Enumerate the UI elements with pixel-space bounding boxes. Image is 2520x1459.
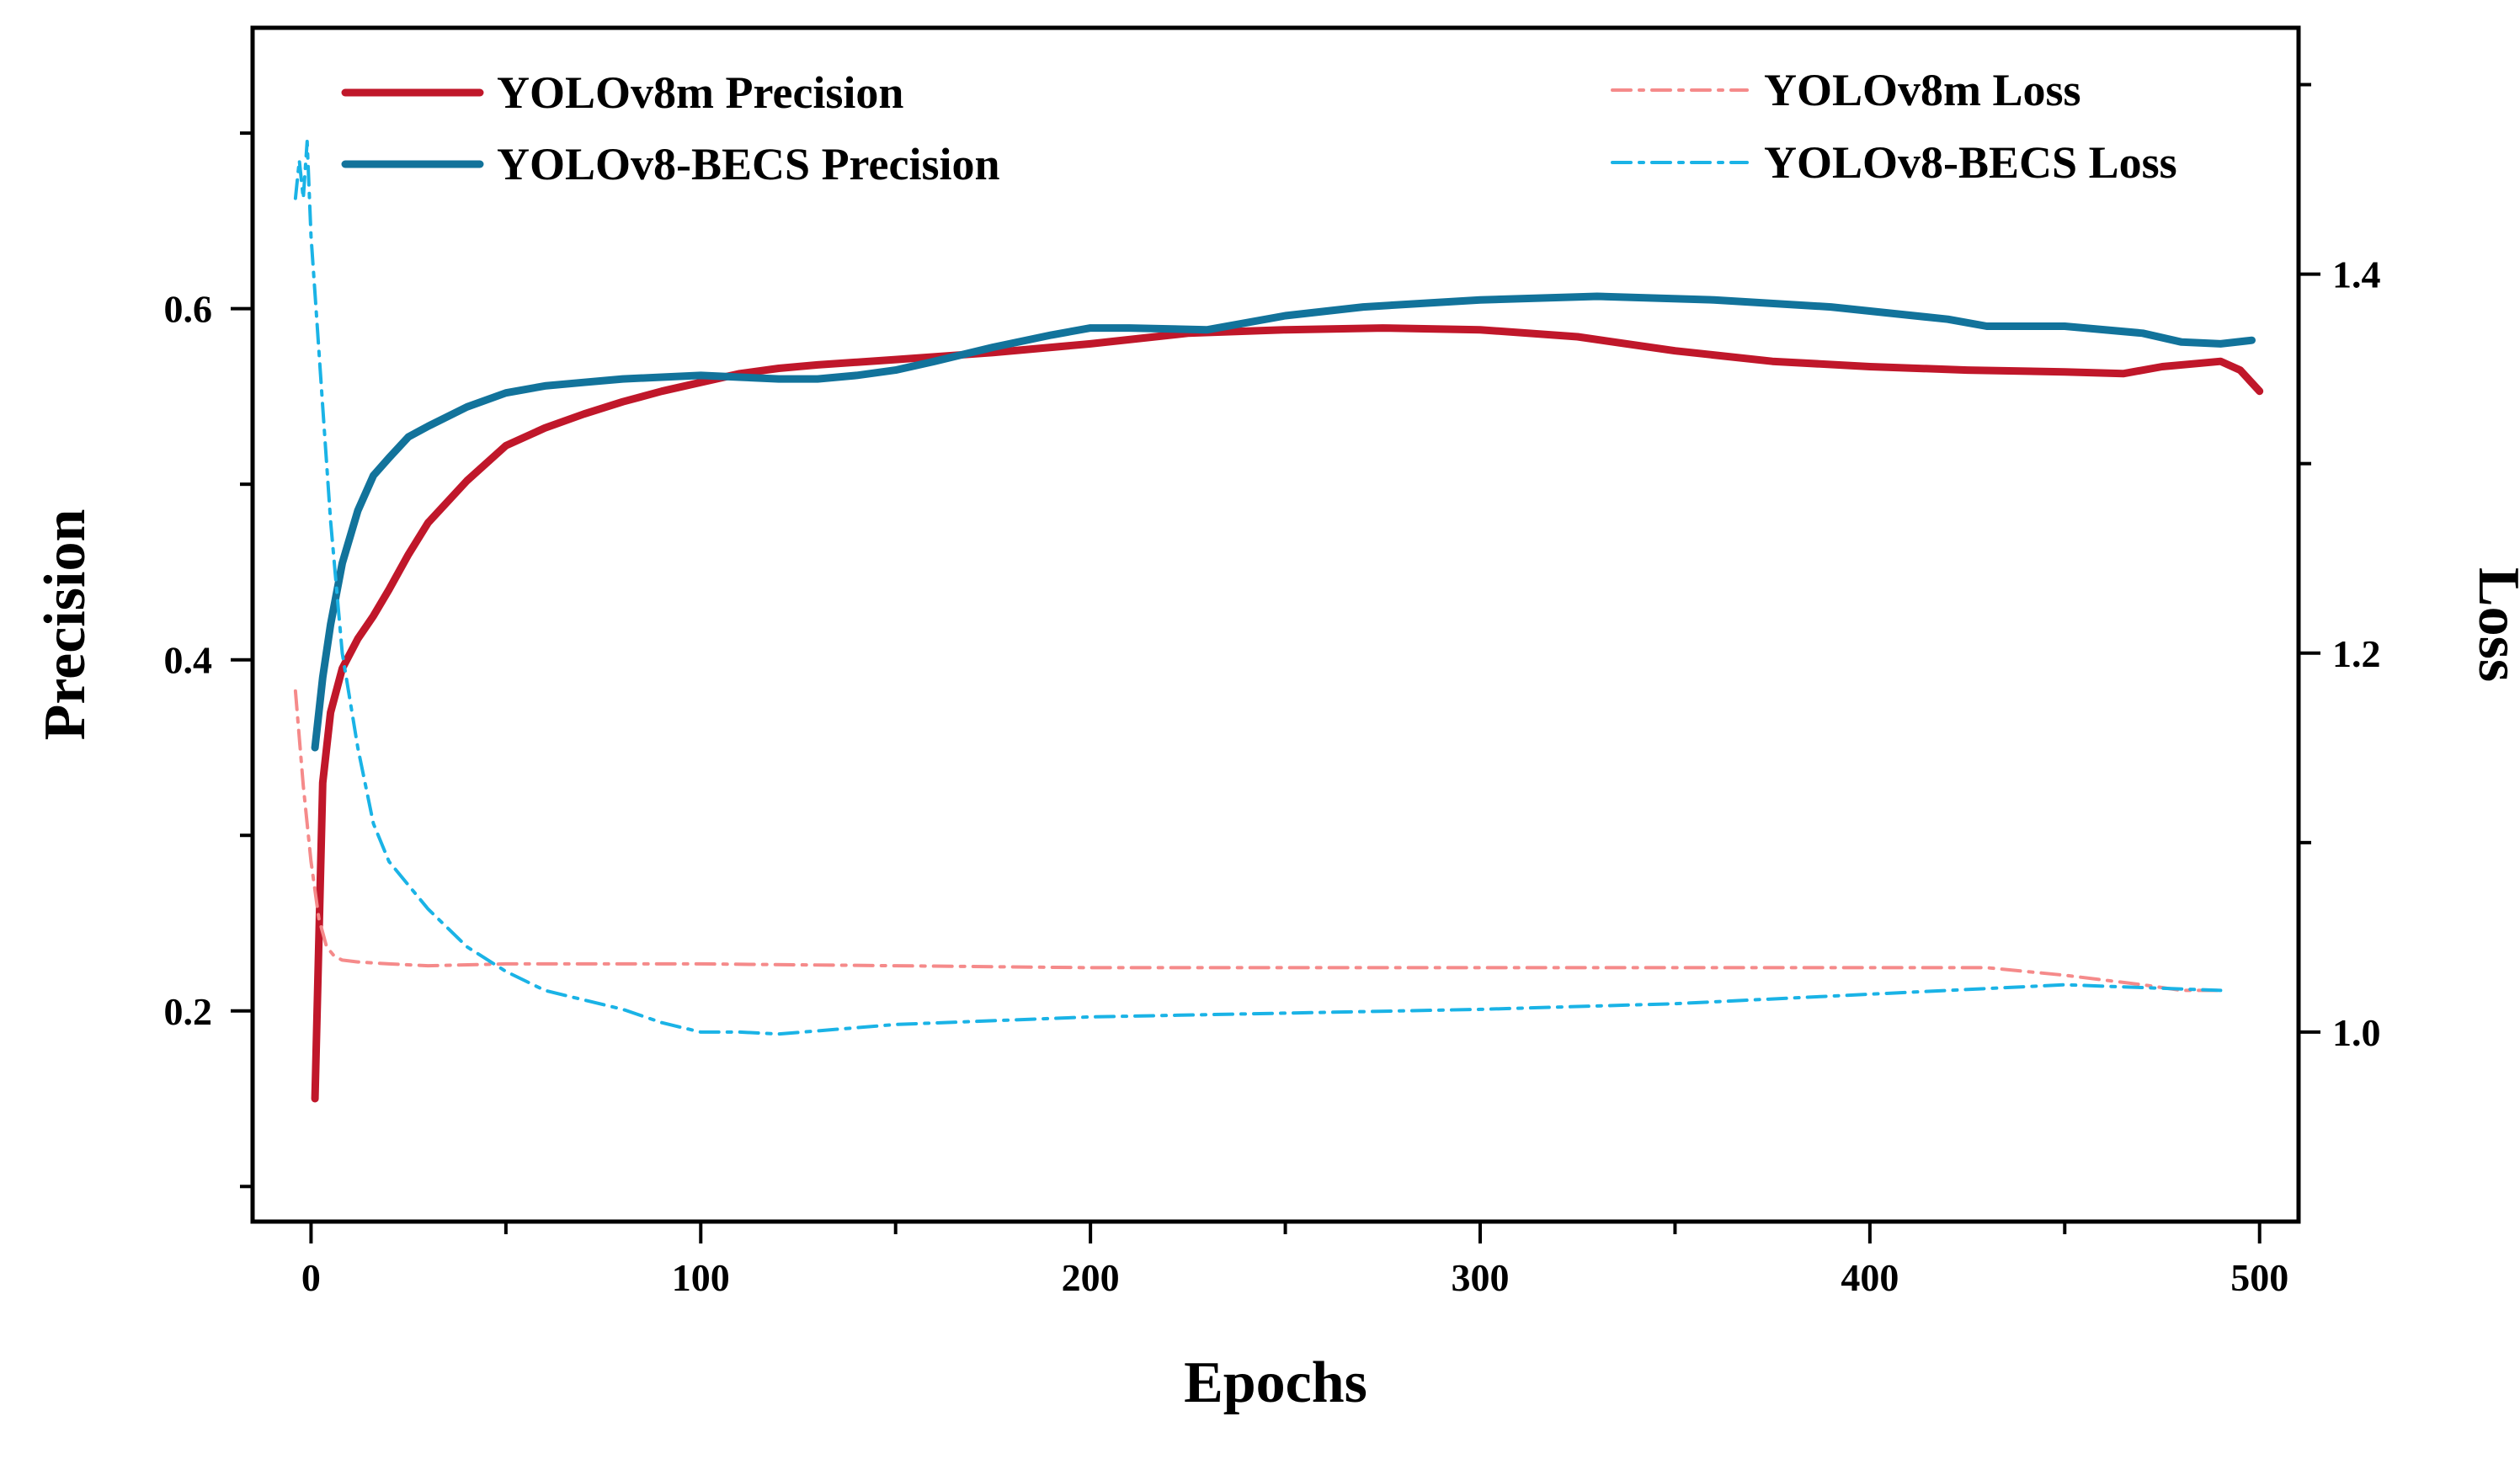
x-axis-title: Epochs	[1184, 1350, 1367, 1415]
series-line-yolov8-becs-loss	[293, 140, 2223, 1036]
x-tick-label: 0	[301, 1256, 321, 1299]
y-right-tick-label: 1.2	[2332, 632, 2381, 675]
legend-label: YOLOv8-BECS Loss	[1764, 137, 2177, 188]
y-left-tick-label: 0.2	[164, 990, 213, 1033]
y-right-tick-label: 1.0	[2332, 1011, 2381, 1054]
series-line-yolov8m-loss	[293, 689, 2223, 993]
y-axis-left-title: Precision	[33, 509, 98, 741]
x-tick-label: 500	[2230, 1256, 2288, 1299]
legend-label: YOLOv8m Loss	[1764, 65, 2081, 115]
x-tick-label: 200	[1062, 1256, 1120, 1299]
y-axis-right-title: Loss	[2466, 567, 2520, 682]
y-axis-left: 0.2 0.4 0.6	[164, 131, 253, 1189]
y-right-tick-label: 1.4	[2332, 253, 2381, 296]
x-tick-label: 100	[672, 1256, 730, 1299]
x-axis: 0 100 200 300 400 500	[301, 1222, 2288, 1299]
series-line-yolov8-becs-precision	[311, 292, 2256, 752]
series-line-yolov8m-precision	[311, 324, 2264, 1103]
y-axis-right: 1.0 1.2 1.4	[2299, 83, 2381, 1054]
legend-label: YOLOv8m Precision	[497, 67, 903, 118]
x-tick-label: 400	[1841, 1256, 1899, 1299]
legend-label: YOLOv8-BECS Precision	[497, 139, 1000, 189]
y-left-tick-label: 0.6	[164, 288, 213, 331]
y-left-tick-label: 0.4	[164, 639, 213, 682]
plot-frame	[250, 25, 2301, 1224]
series-lines	[293, 140, 2264, 1103]
x-tick-label: 300	[1452, 1256, 1510, 1299]
legend: YOLOv8m Precision YOLOv8-BECS Precision YO…	[341, 65, 2177, 189]
